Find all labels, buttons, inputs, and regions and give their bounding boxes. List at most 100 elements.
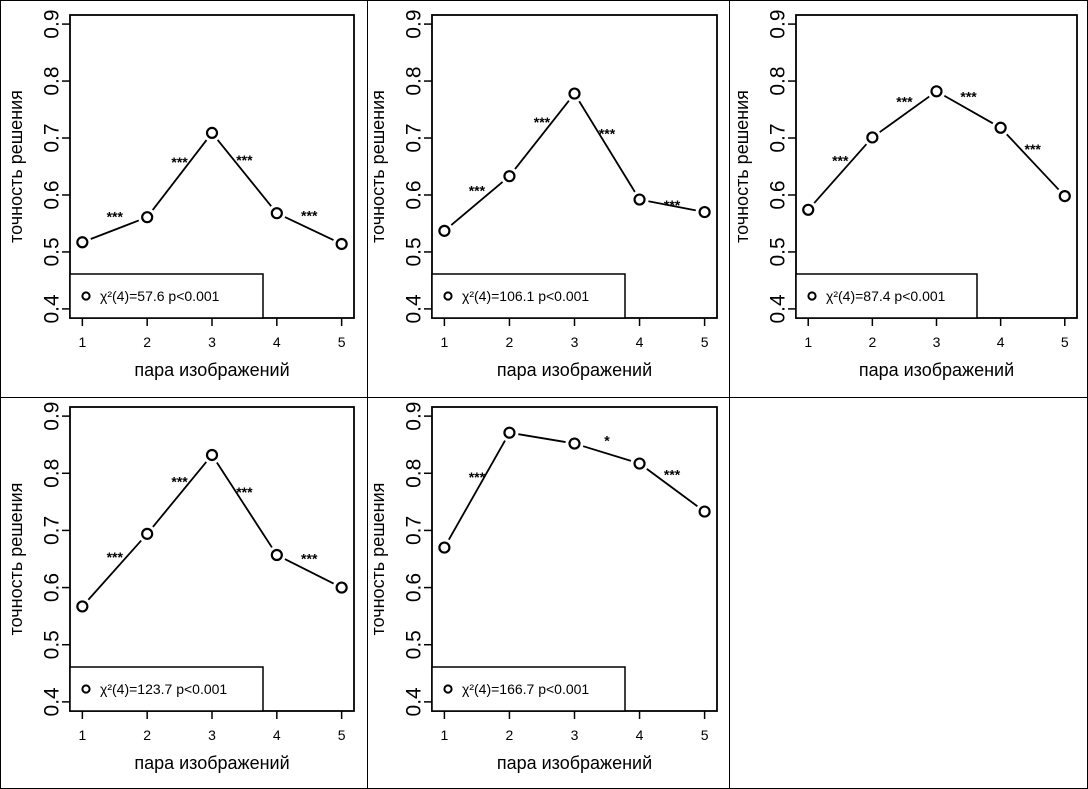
x-tick-label: 3	[571, 334, 579, 350]
x-tick-label: 5	[1061, 334, 1069, 350]
x-axis-title: пара изображений	[497, 753, 652, 773]
y-tick-label: 0.6	[41, 180, 64, 209]
series-line-segment	[646, 468, 698, 507]
y-tick-label: 0.4	[41, 687, 64, 717]
data-point	[205, 448, 219, 462]
y-tick-label: 0.5	[767, 237, 790, 266]
y-tick-label: 0.7	[403, 123, 426, 152]
series-line-segment	[216, 139, 272, 207]
data-point	[503, 170, 516, 183]
significance-marker: ***	[469, 469, 486, 485]
series-line-segment	[578, 100, 636, 193]
data-point	[994, 121, 1007, 134]
legend-box	[431, 666, 626, 712]
series-line-segment	[450, 181, 504, 226]
significance-marker: ***	[1025, 141, 1042, 157]
data-point	[76, 236, 89, 249]
y-tick-label: 0.8	[41, 459, 64, 488]
legend-box	[69, 666, 264, 712]
x-tick-label: 2	[868, 334, 876, 350]
x-tick-label: 1	[78, 334, 86, 350]
data-point	[698, 505, 711, 518]
data-point	[930, 85, 943, 98]
series-line-segment	[648, 200, 696, 212]
x-tick-label: 5	[701, 334, 709, 350]
y-tick-label: 0.7	[767, 123, 790, 152]
data-point	[335, 237, 348, 251]
y-tick-label: 0.6	[767, 180, 790, 209]
y-axis-title: точность решения	[6, 483, 26, 636]
data-point	[141, 527, 154, 540]
x-tick-label: 4	[273, 334, 281, 350]
legend: χ²(4)=123.7 p<0.001	[69, 666, 264, 712]
data-point	[270, 207, 283, 220]
data-point	[633, 457, 646, 470]
data-point	[270, 548, 283, 562]
x-tick-label: 3	[208, 727, 216, 743]
y-axis-title: точность решения	[368, 483, 388, 636]
y-tick-label: 0.8	[41, 66, 64, 95]
data-point	[141, 211, 154, 224]
legend-label: χ²(4)=166.7 p<0.001	[462, 681, 589, 697]
data-point	[335, 581, 348, 594]
significance-marker: ***	[301, 550, 318, 566]
significance-marker: ***	[469, 183, 486, 199]
significance-marker: ***	[171, 473, 188, 489]
x-tick-label: 2	[143, 334, 151, 350]
series-line-segment	[943, 94, 994, 125]
significance-marker: ***	[236, 152, 253, 168]
x-tick-label: 3	[571, 727, 579, 743]
significance-marker: ***	[832, 153, 849, 169]
x-tick-label: 3	[933, 334, 941, 350]
legend-marker	[81, 684, 91, 694]
chart-panel-4: 0.4 0.5 0.6 0.7 0.8 0.9 1 2 3 4 5 пара изображений т…	[6, 402, 355, 773]
series-line-segment	[216, 462, 273, 548]
legend: χ²(4)=57.6 p<0.001	[69, 273, 264, 319]
x-tick-label: 1	[440, 727, 448, 743]
legend-label: χ²(4)=106.1 p<0.001	[462, 288, 589, 304]
series-line-segment	[284, 216, 334, 241]
legend-label: χ²(4)=57.6 p<0.001	[100, 288, 220, 304]
series-line-segment	[514, 100, 570, 170]
y-tick-label: 0.8	[767, 66, 790, 95]
y-tick-label: 0.8	[403, 66, 426, 95]
y-tick-label: 0.7	[403, 516, 426, 545]
y-tick-label: 0.5	[41, 630, 64, 659]
x-tick-label: 4	[636, 727, 644, 743]
significance-marker: ***	[664, 467, 681, 483]
legend-label: χ²(4)=123.7 p<0.001	[100, 681, 227, 697]
series-line-segment	[1006, 133, 1060, 191]
y-tick-label: 0.9	[41, 9, 64, 38]
data-point	[205, 126, 219, 139]
significance-marker: ***	[896, 93, 913, 109]
x-tick-label: 5	[338, 727, 346, 743]
series-line-segment	[87, 539, 142, 601]
series-line-segment	[152, 461, 207, 528]
y-tick-label: 0.9	[767, 9, 790, 38]
x-tick-label: 3	[208, 334, 216, 350]
data-point	[438, 224, 451, 237]
data-point	[76, 600, 89, 613]
data-point	[438, 541, 451, 554]
significance-marker: *	[604, 433, 610, 449]
significance-marker: ***	[107, 549, 124, 565]
series-line-segment	[284, 558, 335, 585]
chart-panels: 0.4 0.5 0.6 0.7 0.8 0.9 1 2 3 4 5 пара изображений т…	[6, 9, 1078, 773]
x-axis-title: пара изображений	[134, 753, 289, 773]
x-axis-title: пара изображений	[859, 360, 1014, 380]
x-tick-label: 4	[273, 727, 281, 743]
significance-marker: ***	[301, 208, 318, 224]
significance-marker: ***	[171, 154, 188, 170]
y-tick-label: 0.9	[403, 9, 426, 38]
y-axis-title: точность решения	[732, 90, 752, 243]
y-tick-label: 0.4	[767, 294, 790, 324]
x-tick-label: 4	[636, 334, 644, 350]
legend-label: χ²(4)=87.4 p<0.001	[826, 288, 946, 304]
series-line-segment	[90, 219, 140, 240]
legend-marker	[443, 291, 453, 301]
y-tick-label: 0.9	[41, 402, 64, 431]
x-axis-title: пара изображений	[497, 360, 652, 380]
series-line-segment	[448, 440, 506, 541]
data-point	[698, 205, 711, 219]
